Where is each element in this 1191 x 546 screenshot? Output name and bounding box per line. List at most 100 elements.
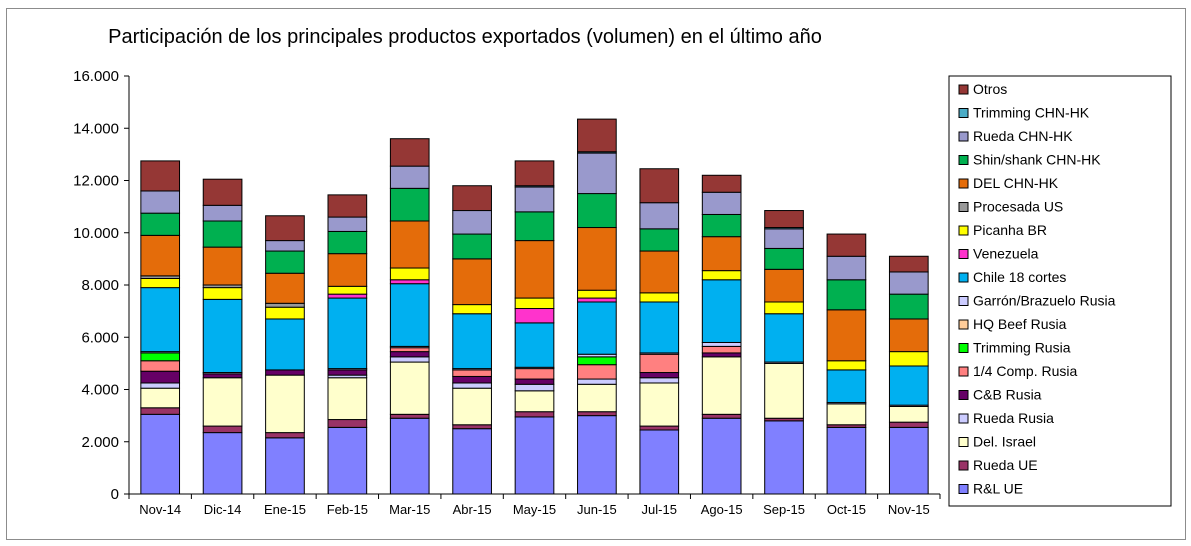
x-axis: Nov-14 Dic-14 Ene-15 Feb-15 Mar-15 Abr-15 May-… [128,493,941,517]
bars [140,118,929,495]
legend-swatch [958,484,969,494]
legend-entry: DEL CHN-HK [958,175,1059,191]
bar-segment [140,160,181,192]
bar-segment [701,341,742,347]
bar-segment [140,382,181,389]
legend-swatch [958,249,969,259]
legend: Otros Trimming CHN-HK Rueda CHN-HK Shin/sha… [948,75,1172,507]
bar-segment [639,377,680,384]
bar-segment [514,416,555,495]
legend-label: Trimming Rusia [973,340,1071,356]
legend-label: R&L UE [973,481,1023,497]
bar-segment [888,405,929,423]
bar-segment [577,301,617,355]
bar-stack [639,168,680,495]
x-tick-label: Oct-15 [827,502,866,517]
legend-label: 1/4 Comp. Rusia [973,363,1077,379]
bar-segment [639,202,680,230]
legend-swatch [958,413,969,424]
bar-segment [639,372,680,379]
bar-segment [514,186,555,213]
bar-segment [265,240,305,252]
legend-label: Procesada US [973,199,1063,215]
y-tick-label: 14.000 [73,120,119,137]
bar-segment [701,236,742,272]
bar-segment [577,297,617,303]
bar-segment [452,387,492,426]
y-tick-label: 0 [111,486,119,503]
legend-label: Rueda Rusia [973,410,1054,426]
legend-entry: Venezuela [958,246,1039,262]
bar-segment [265,432,305,439]
bar-segment [202,373,243,379]
bar-segment [389,413,430,419]
bar-segment [202,204,243,222]
bar-segment [764,301,804,315]
bar-segment [514,308,555,324]
bar-segment [202,178,243,206]
legend-swatch [958,225,969,236]
legend-entry: C&B Rusia [958,387,1042,403]
bar-segment [577,193,617,229]
bar-segment [389,417,430,495]
bar-segment [639,168,680,204]
bar-segment [327,369,368,376]
bar-segment [639,228,680,252]
bar-segment [389,165,430,189]
bar-segment [764,268,804,303]
x-tick-label: Sep-15 [763,502,805,517]
bar-segment [389,351,430,358]
legend-swatch [958,437,969,447]
bar-segment [389,220,430,269]
legend-entry: R&L UE [958,481,1023,497]
bar-stack [826,233,867,495]
bar-segment [888,365,929,406]
bar-segment [577,364,617,380]
bar-segment [327,230,368,255]
bar-segment [514,378,555,385]
bar-stack [888,255,929,495]
bar-segment [202,298,243,374]
legend-entry: Otros [958,81,1007,97]
bar-segment [327,426,368,495]
legend-label: Shin/shank CHN-HK [973,152,1101,168]
legend-label: Rueda CHN-HK [973,128,1073,144]
legend-entry: Chile 18 cortes [958,269,1066,285]
bar-segment [389,267,430,281]
bar-segment [327,297,368,370]
legend-label: Trimming CHN-HK [973,105,1090,121]
bar-segment [265,437,305,495]
bar-segment [514,297,555,310]
bar-stack [764,210,804,495]
bar-segment [452,304,492,315]
bar-segment [327,194,368,218]
bar-segment [514,383,555,392]
legend-label: Garrón/Brazuelo Rusia [973,293,1116,309]
bar-segment [514,390,555,413]
bar-segment [140,352,181,362]
y-tick-label: 8.000 [81,277,119,294]
bar-segment [265,369,305,376]
bar-segment [639,353,680,374]
bar-stack [389,138,430,495]
bar-segment [452,210,492,235]
bar-segment [764,247,804,270]
bar-segment [452,233,492,260]
bar-segment [639,429,680,495]
bar-segment [826,360,867,371]
bar-segment [701,356,742,415]
bar-segment [826,233,867,257]
bar-segment [140,387,181,409]
bar-segment [452,382,492,389]
bar-segment [452,313,492,370]
bar-segment [389,356,430,363]
legend-label: Venezuela [973,246,1039,262]
legend-entry: Procesada US [958,199,1063,215]
y-tick-label: 4.000 [81,382,119,399]
bar-segment [514,411,555,418]
x-tick-label: Ago-15 [701,502,743,517]
legend-swatch [958,108,969,118]
bar-segment [389,361,430,415]
bar-segment [514,240,555,299]
